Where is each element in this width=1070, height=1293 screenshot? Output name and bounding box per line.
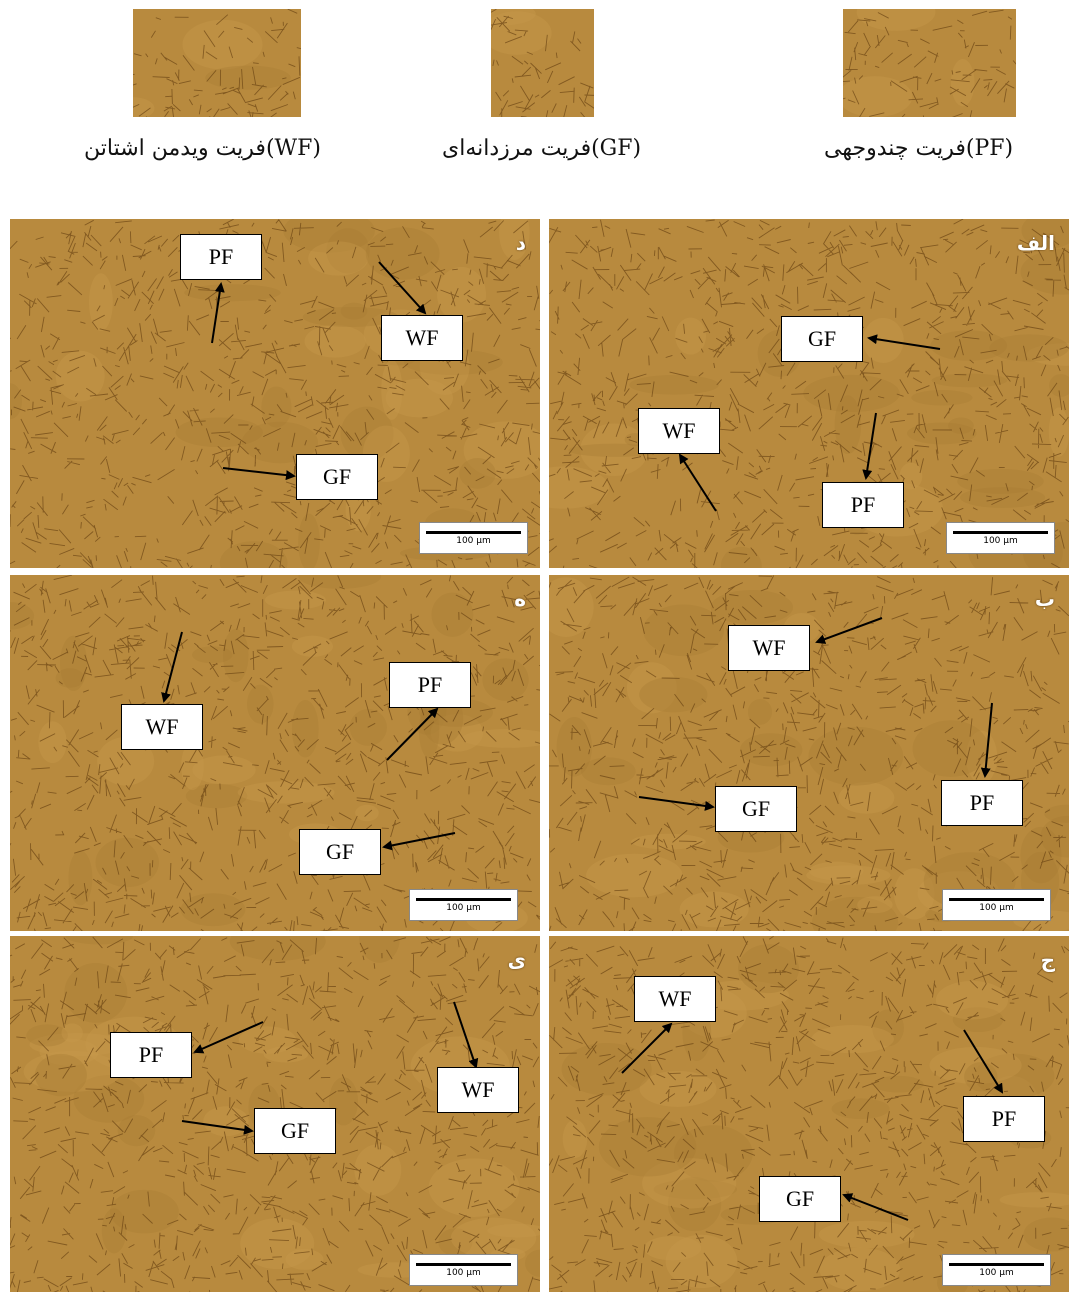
micrograph-panel-d: د 100 µm bbox=[10, 219, 540, 568]
micrograph-panel-alef: الف 100 µm bbox=[549, 219, 1069, 568]
gf-texture bbox=[491, 9, 594, 117]
label-pf: PF bbox=[110, 1032, 192, 1078]
scale-bar-line bbox=[416, 1263, 511, 1266]
scale-bar-text: 100 µm bbox=[446, 903, 481, 913]
label-pf: PF bbox=[822, 482, 904, 528]
panel-letter: الف bbox=[1016, 231, 1055, 255]
scale-bar: 100 µm bbox=[942, 889, 1051, 921]
label-gf: GF bbox=[299, 829, 381, 875]
label-pf: PF bbox=[389, 662, 471, 708]
legend-swatch-pf bbox=[843, 9, 1016, 117]
legend-caption-gf: فریت مرزدانه‌ای(GF) bbox=[442, 136, 642, 161]
label-pf: PF bbox=[941, 780, 1023, 826]
micrograph-panel-he: ه 100 µm bbox=[10, 575, 540, 931]
scale-bar-line bbox=[949, 1263, 1044, 1266]
panel-letter: ب bbox=[1034, 587, 1055, 611]
wf-texture bbox=[133, 9, 301, 117]
scale-bar-text: 100 µm bbox=[983, 536, 1018, 546]
label-wf: WF bbox=[381, 315, 463, 361]
micrograph-texture bbox=[549, 219, 1069, 568]
scale-bar-text: 100 µm bbox=[456, 536, 491, 546]
label-gf: GF bbox=[759, 1176, 841, 1222]
micrograph-texture bbox=[10, 936, 540, 1292]
micrograph-texture bbox=[10, 219, 540, 568]
pf-texture bbox=[843, 9, 1016, 117]
label-pf: PF bbox=[963, 1096, 1045, 1142]
scale-bar: 100 µm bbox=[409, 1254, 518, 1286]
scale-bar-line bbox=[949, 898, 1044, 901]
scale-bar-line bbox=[416, 898, 511, 901]
micrograph-texture bbox=[10, 575, 540, 931]
label-wf: WF bbox=[634, 976, 716, 1022]
legend-caption-wf: فریت ویدمن اشتاتن(WF) bbox=[84, 136, 321, 161]
scale-bar-text: 100 µm bbox=[446, 1268, 481, 1278]
panel-letter: د bbox=[515, 231, 526, 255]
label-wf: WF bbox=[437, 1067, 519, 1113]
scale-bar-line bbox=[953, 531, 1048, 534]
scale-bar: 100 µm bbox=[419, 522, 528, 554]
label-gf: GF bbox=[296, 454, 378, 500]
panel-letter: ج bbox=[1040, 948, 1055, 972]
legend-swatch-wf bbox=[133, 9, 301, 117]
legend-swatch-gf bbox=[491, 9, 594, 117]
legend-caption-pf: فریت چندوجهی(PF) bbox=[824, 136, 1014, 161]
scale-bar-text: 100 µm bbox=[979, 1268, 1014, 1278]
panel-letter: ی bbox=[507, 948, 526, 972]
label-gf: GF bbox=[254, 1108, 336, 1154]
panel-letter: ه bbox=[514, 587, 526, 611]
scale-bar-text: 100 µm bbox=[979, 903, 1014, 913]
label-wf: WF bbox=[728, 625, 810, 671]
label-pf: PF bbox=[180, 234, 262, 280]
scale-bar-line bbox=[426, 531, 521, 534]
label-wf: WF bbox=[121, 704, 203, 750]
scale-bar: 100 µm bbox=[942, 1254, 1051, 1286]
label-wf: WF bbox=[638, 408, 720, 454]
scale-bar: 100 µm bbox=[946, 522, 1055, 554]
scale-bar: 100 µm bbox=[409, 889, 518, 921]
micrograph-panel-ye: ی 100 µm bbox=[10, 936, 540, 1292]
label-gf: GF bbox=[715, 786, 797, 832]
label-gf: GF bbox=[781, 316, 863, 362]
